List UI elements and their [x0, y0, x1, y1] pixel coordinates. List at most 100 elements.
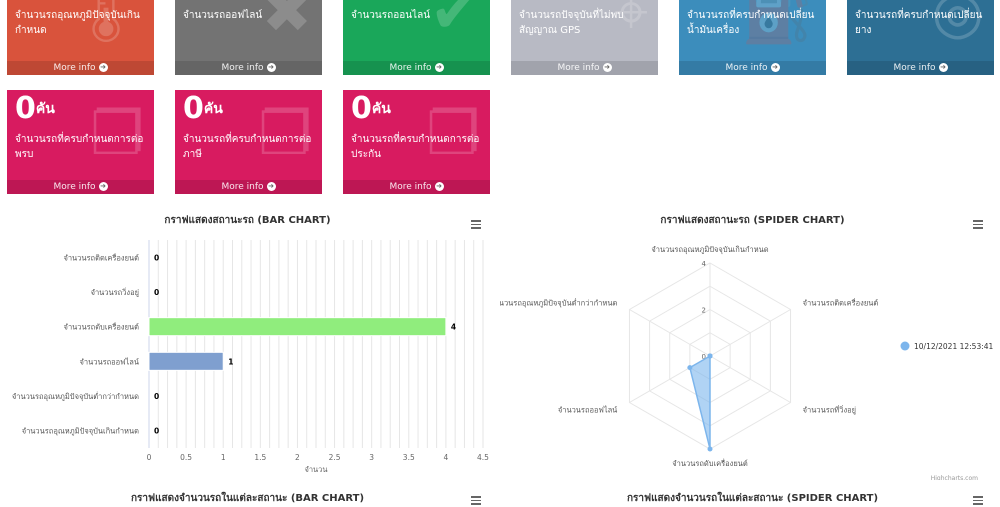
more-info-label: More info — [53, 63, 96, 73]
info-box-count: 0 — [15, 91, 36, 126]
bottom-bar-chart-menu-icon[interactable] — [471, 494, 481, 507]
bar-data-label: 4 — [451, 323, 456, 332]
more-info-link[interactable]: More info ➜ — [511, 61, 658, 75]
radar-category-label: จำนวนรถออฟไลน์ — [558, 406, 618, 415]
info-box-description: จำนวนรถที่ครบกำหนดการต่อภาษี — [183, 134, 312, 160]
info-box: 🌡 จำนวนรถอุณหภูมิปัจจุบันเกินกำหนด More in… — [7, 0, 154, 75]
arrow-circle-right-icon: ➜ — [98, 63, 108, 72]
map-marker-icon: ⌖ — [614, 0, 648, 47]
arrow-circle-right-icon: ➜ — [434, 63, 444, 72]
tire-icon: ◎ — [931, 0, 984, 47]
more-info-label: More info — [389, 63, 432, 73]
spider-chart: 0 2 4 จำนวนรถอุณหภูมิปัจจุบันเกินกำหนดจำนวน… — [500, 245, 994, 480]
x-tick-label: 1 — [221, 453, 226, 462]
x-tick-label: 3.5 — [403, 453, 415, 462]
info-box-description: จำนวนรถที่ครบกำหนดเปลี่ยนน้ำมันเครื่อง — [687, 10, 815, 36]
more-info-label: More info — [221, 182, 264, 192]
info-box-description: จำนวนรถอุณหภูมิปัจจุบันเกินกำหนด — [15, 10, 140, 36]
bar-data-label: 0 — [154, 253, 159, 262]
more-info-link[interactable]: More info ➜ — [175, 61, 322, 75]
times-icon: ✖ — [261, 0, 312, 47]
more-info-link[interactable]: More info ➜ — [847, 61, 994, 75]
info-box-count: 0 — [351, 91, 372, 126]
radar-category-label: จำนวนรถอุณหภูมิปัจจุบันเกินกำหนด — [651, 245, 768, 254]
bar-data-label: 0 — [154, 427, 159, 436]
info-box-count: 0 — [183, 91, 204, 126]
radar-spoke — [709, 355, 791, 403]
bottom-spider-chart-title: กราฟแสดงจำนวนรถในแต่ละสถานะ (SPIDER CHAR… — [626, 493, 879, 504]
radar-category-label: จำนวนรถอุณหภูมิปัจจุบันต่ำกว่ากำหนด — [500, 298, 617, 308]
more-info-link[interactable]: More info ➜ — [7, 61, 154, 75]
book-icon: ❐ — [90, 99, 144, 169]
info-box-unit: คัน — [203, 101, 223, 117]
info-box-value: 0คัน — [183, 92, 223, 126]
radar-spoke — [629, 309, 711, 357]
info-box: ❐ 0คันจำนวนรถที่ครบกำหนดการต่อพรบ More inf… — [7, 90, 154, 194]
info-box-description: จำนวนรถที่ครบกำหนดเปลี่ยนยาง — [855, 10, 983, 36]
radar-tick-label: 4 — [702, 260, 707, 268]
x-tick-label: 2.5 — [329, 453, 341, 462]
arrow-circle-right-icon: ➜ — [266, 182, 276, 191]
more-info-link[interactable]: More info ➜ — [7, 180, 154, 194]
radar-point — [707, 446, 713, 452]
spider-chart-title: กราฟแสดงสถานะรถ (SPIDER CHART) — [660, 215, 845, 226]
radar-category-label: จำนวนรถดับเครื่องยนต์ — [672, 458, 748, 468]
bar-data-label: 0 — [154, 288, 159, 297]
x-tick-label: 2 — [295, 453, 300, 462]
info-box: ⌖ จำนวนรถปัจจุบันที่ไม่พบสัญญาณ GPS More i… — [511, 0, 658, 75]
info-box: ❐ 0คันจำนวนรถที่ครบกำหนดการต่อภาษี More in… — [175, 90, 322, 194]
more-info-label: More info — [53, 182, 96, 192]
info-box: ◎ จำนวนรถที่ครบกำหนดเปลี่ยนยาง More info ➜ — [847, 0, 994, 75]
info-box-description: จำนวนรถปัจจุบันที่ไม่พบสัญญาณ GPS — [519, 10, 624, 36]
bar — [148, 317, 447, 337]
info-box-unit: คัน — [35, 101, 55, 117]
bar-data-label: 0 — [154, 392, 159, 401]
x-tick-label: 3 — [369, 453, 374, 462]
bar-chart-menu-icon[interactable] — [471, 218, 481, 231]
x-tick-label: 4.5 — [477, 453, 489, 462]
spider-chart-menu-icon[interactable] — [973, 218, 983, 231]
arrow-circle-right-icon: ➜ — [938, 63, 948, 72]
radar-tick-label: 0 — [702, 353, 706, 361]
bar-category-label: จำนวนรถออฟไลน์ — [80, 357, 140, 366]
book-icon: ❐ — [258, 99, 312, 169]
bottom-spider-chart-menu-icon[interactable] — [973, 494, 983, 507]
bar-chart: จำนวนรถติดเครื่องยนต์ 0 จำนวนรถวิ่งอยู่ 0 จำ… — [12, 240, 489, 474]
info-box-description: จำนวนรถออฟไลน์ — [183, 10, 263, 21]
chart-credits: Highcharts.com — [931, 475, 978, 480]
radar-point — [687, 365, 693, 371]
info-box: ❐ 0คัน จำนวนรถที่ครบกำหนดการต่อประกัน More … — [343, 90, 490, 194]
info-box: ✖ จำนวนรถออฟไลน์ More info ➜ — [175, 0, 322, 75]
info-box-value: 0คัน — [351, 92, 391, 126]
info-box-description: จำนวนรถที่ครบกำหนดการต่อพรบ — [15, 134, 144, 160]
arrow-circle-right-icon: ➜ — [98, 182, 108, 191]
bottom-bar-chart-title: กราฟแสดงจำนวนรถในแต่ละสถานะ (BAR CHART) — [130, 493, 365, 504]
bar-category-label: จำนวนรถอุณหภูมิปัจจุบันเกินกำหนด — [22, 427, 139, 436]
radar-category-label: จำนวนรถที่วิ่งอยู่ — [803, 405, 856, 415]
more-info-link[interactable]: More info ➜ — [343, 61, 490, 75]
info-box-value: 0คัน — [15, 92, 55, 126]
more-info-link[interactable]: More info ➜ — [175, 180, 322, 194]
radar-spoke — [709, 309, 791, 357]
oil-icon: ⛽ — [741, 0, 816, 47]
bar — [148, 351, 224, 371]
radar-point — [707, 353, 713, 359]
info-box-unit: คัน — [371, 101, 391, 117]
more-info-label: More info — [557, 63, 600, 73]
arrow-circle-right-icon: ➜ — [602, 63, 612, 72]
more-info-link[interactable]: More info ➜ — [679, 61, 826, 75]
more-info-label: More info — [221, 63, 264, 73]
bar-category-label: จำนวนรถอุณหภูมิปัจจุบันต่ำกว่ากำหนด — [12, 391, 139, 401]
more-info-link[interactable]: More info ➜ — [343, 180, 490, 194]
bar-category-label: จำนวนรถดับเครื่องยนต์ — [64, 322, 140, 332]
arrow-circle-right-icon: ➜ — [266, 63, 276, 72]
radar-category-label: จำนวนรถติดเครื่องยนต์ — [803, 298, 879, 308]
radar-tick-label: 2 — [702, 307, 706, 315]
legend-label: 10/12/2021 12:53:41 — [914, 342, 994, 351]
radar-series-area — [689, 354, 711, 450]
more-info-label: More info — [389, 182, 432, 192]
check-icon: ✔ — [429, 0, 480, 47]
thermometer-icon: 🌡 — [67, 0, 144, 47]
info-box: ⛽ จำนวนรถที่ครบกำหนดเปลี่ยนน้ำมันเครื่อง M… — [679, 0, 826, 75]
arrow-circle-right-icon: ➜ — [434, 182, 444, 191]
